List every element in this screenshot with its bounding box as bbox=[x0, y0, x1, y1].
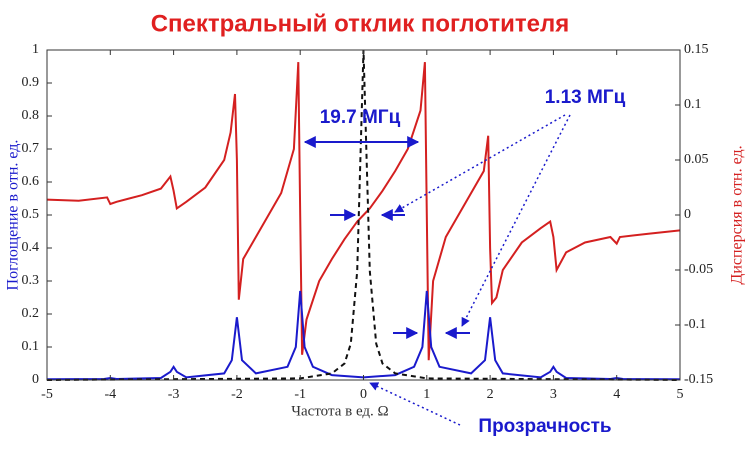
y2-tick-label: 0.05 bbox=[684, 152, 709, 167]
y-tick-label: 0.8 bbox=[22, 108, 40, 123]
x-tick-label: -3 bbox=[168, 387, 180, 402]
y-tick-label: 0 bbox=[32, 372, 39, 387]
y2-tick-label: -0.1 bbox=[684, 317, 706, 332]
y-tick-label: 1 bbox=[32, 42, 39, 57]
x-tick-label: -1 bbox=[294, 387, 306, 402]
data-line bbox=[46, 290, 681, 381]
x-tick-label: 0 bbox=[360, 387, 367, 402]
x-tick-label: 4 bbox=[613, 387, 620, 402]
y-tick-label: 0.2 bbox=[22, 306, 40, 321]
y-tick-label: 0.5 bbox=[22, 207, 40, 222]
y2-tick-label: -0.05 bbox=[684, 262, 713, 277]
annotation: 19.7 МГц bbox=[320, 107, 401, 128]
x-tick-label: 1 bbox=[423, 387, 430, 402]
y-tick-label: 0.7 bbox=[22, 141, 40, 156]
x-tick-label: 5 bbox=[677, 387, 684, 402]
y2-tick-label: 0 bbox=[684, 207, 691, 222]
x-tick-label: 3 bbox=[550, 387, 557, 402]
annotation: Прозрачность bbox=[478, 416, 611, 437]
y-tick-label: 0.9 bbox=[22, 75, 40, 90]
x-axis-label: Частота в ед. Ω bbox=[291, 403, 388, 419]
chart-title: Спектральный отклик поглотителя bbox=[151, 10, 570, 37]
y-tick-label: 0.3 bbox=[22, 273, 40, 288]
y-tick-label: 0.1 bbox=[22, 339, 40, 354]
x-tick-label: -2 bbox=[231, 387, 243, 402]
y-tick-label: 0.6 bbox=[22, 174, 40, 189]
y-tick-label: 0.4 bbox=[22, 240, 40, 255]
x-tick-label: 2 bbox=[487, 387, 494, 402]
y2-tick-label: -0.15 bbox=[684, 372, 713, 387]
data-line bbox=[46, 62, 681, 361]
annotation: 1.13 МГц bbox=[545, 87, 626, 108]
y2-axis-label: Дисперсия в отн. ед. bbox=[729, 145, 746, 284]
y-axis-label: Поглощение в отн. ед. bbox=[5, 140, 22, 291]
y2-tick-label: 0.1 bbox=[684, 97, 702, 112]
x-tick-label: -4 bbox=[104, 387, 116, 402]
y2-tick-label: 0.15 bbox=[684, 42, 709, 57]
annotation-arrows bbox=[303, 114, 571, 426]
x-tick-label: -5 bbox=[41, 387, 53, 402]
